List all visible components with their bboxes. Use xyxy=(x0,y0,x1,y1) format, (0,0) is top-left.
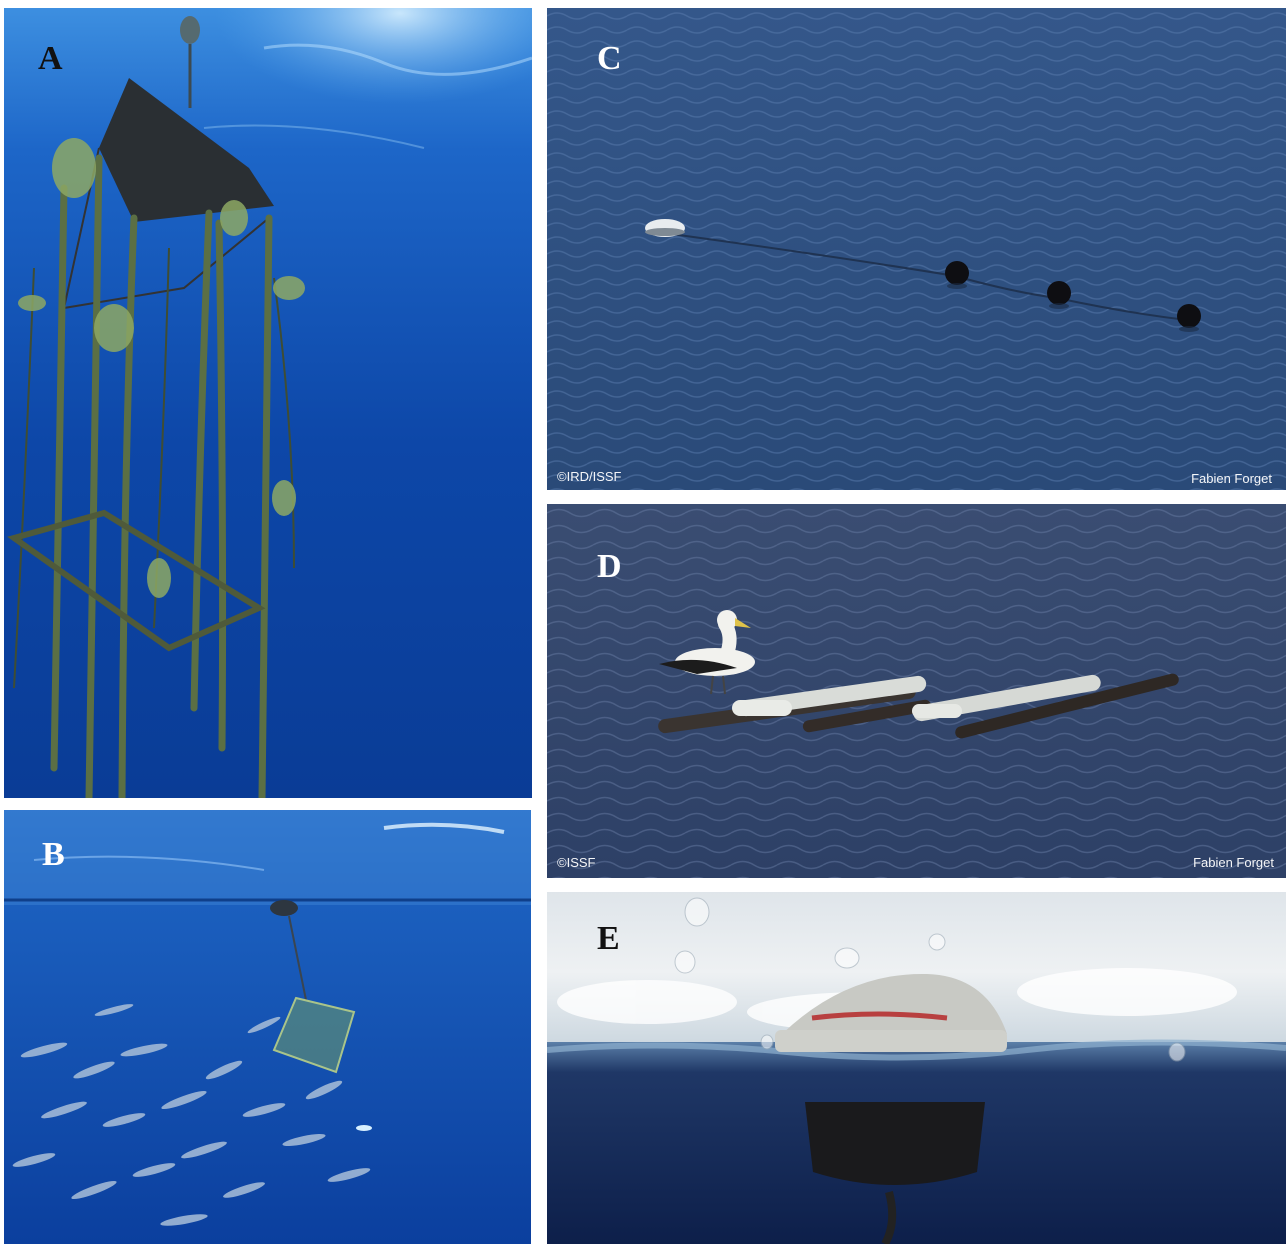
photo-credit-right-c: Fabien Forget xyxy=(1191,471,1272,486)
photo-panel-d: D ©ISSF Fabien Forget xyxy=(547,504,1286,878)
photo-panel-b: B xyxy=(4,810,531,1244)
panel-letter-c: C xyxy=(597,40,622,77)
surface-buoys-photo xyxy=(547,8,1286,490)
photo-panel-c: C ©IRD/ISSF Fabien Forget xyxy=(547,8,1286,490)
panel-letter-a: A xyxy=(38,40,63,77)
photo-credit-left-d: ©ISSF xyxy=(557,855,596,870)
photo-credit-left-c: ©IRD/ISSF xyxy=(557,469,622,484)
raft-with-bird-photo xyxy=(547,504,1286,878)
panel-letter-d: D xyxy=(597,548,622,585)
panel-letter-b: B xyxy=(42,836,65,873)
photo-credit-right-d: Fabien Forget xyxy=(1193,855,1274,870)
fad-underwater-photo xyxy=(4,8,532,798)
tuna-school-photo xyxy=(4,810,531,1244)
panel-letter-e: E xyxy=(597,920,620,957)
photo-panel-a: A xyxy=(4,8,532,798)
echosounder-buoy-photo xyxy=(547,892,1286,1244)
photo-panel-e: E xyxy=(547,892,1286,1244)
